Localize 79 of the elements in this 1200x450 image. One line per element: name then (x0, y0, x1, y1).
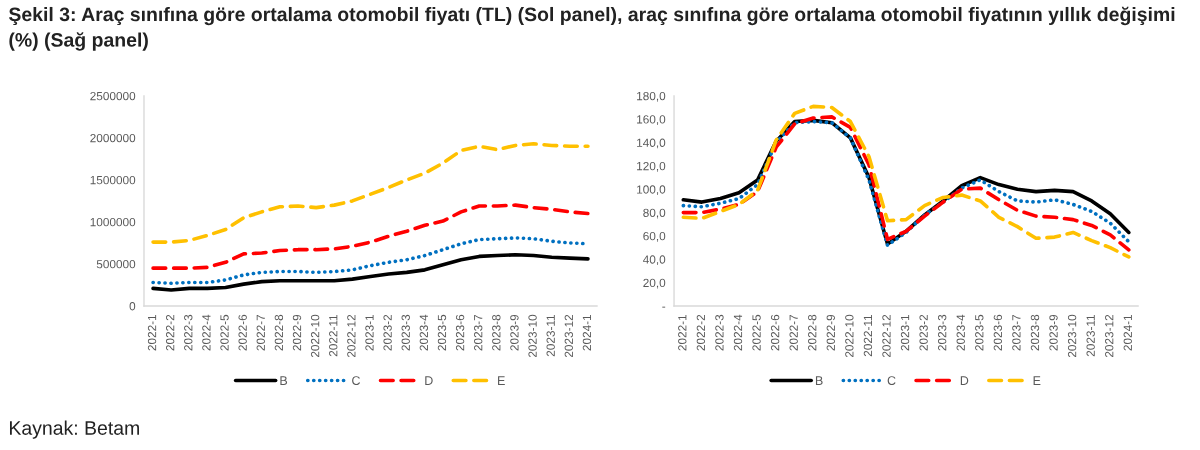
line-series (151, 252, 590, 292)
x-tick-label: 2022-11 (329, 314, 338, 357)
x-tick-label: 2022-12 (347, 314, 356, 358)
x-tick-label: 2022-10 (845, 314, 854, 358)
chart-title: Şekil 3: Araç sınıfına göre ortalama otomobil fiyatı (TL) (Sol panel), araç sınıfına göre ortalama otomobil fiyatının yıllık değişimi (%) (Sağ panel) (8, 6, 1175, 51)
x-tick-label: 2022-1 (678, 314, 687, 351)
x-tick-label: 2022-3 (715, 314, 724, 351)
y-tick-label: 0 (129, 302, 136, 311)
x-tick-label: 2022-12 (882, 314, 891, 358)
x-tick-label: 2023-6 (993, 314, 1003, 351)
legend-label: E (1033, 376, 1041, 385)
x-tick-label: 2022-5 (752, 314, 761, 351)
x-tick-label: 2023-1 (900, 314, 910, 351)
x-tick-label: 2023-5 (437, 314, 447, 351)
legend-label: B (815, 376, 823, 385)
legend-label: C (887, 376, 896, 386)
y-tick-label: 2500000 (90, 91, 136, 101)
x-tick-label: 2023-6 (455, 314, 465, 351)
x-tick-label: 2022-4 (202, 314, 211, 351)
x-tick-label: 2023-1 (365, 314, 374, 351)
x-tick-label: 2023-8 (1030, 314, 1040, 351)
x-tick-label: 2023-7 (474, 314, 483, 351)
y-tick-label: 20,0 (643, 278, 666, 289)
legend-label: C (352, 376, 361, 386)
y-tick-label: 160,0 (637, 115, 666, 125)
x-tick-label: 2023-12 (1105, 314, 1114, 358)
x-tick-label: 2023-12 (564, 314, 573, 358)
x-tick-label: 2022-6 (770, 314, 780, 351)
x-tick-label: 2022-7 (789, 314, 798, 351)
x-tick-label: 2023-3 (937, 314, 947, 351)
x-tick-label: 2022-11 (863, 314, 873, 357)
line-series (151, 203, 590, 270)
text: Kaynak: Betam (10, 420, 139, 439)
x-tick-label: 2022-1 (147, 314, 157, 351)
x-tick-label: 2022-10 (310, 314, 320, 358)
x-tick-label: 2022-7 (256, 314, 265, 351)
y-tick-label: 140,0 (637, 138, 666, 149)
x-tick-label: 2023-2 (919, 314, 928, 351)
x-tick-label: 2023-4 (419, 314, 429, 351)
x-tick-label: 2023-11 (546, 314, 555, 357)
x-tick-label: 2023-11 (1086, 314, 1095, 357)
x-tick-label: 2022-2 (696, 314, 706, 351)
x-tick-label: 2022-4 (733, 314, 743, 351)
x-tick-label: 2023-9 (510, 314, 519, 351)
y-tick-label: 2000000 (90, 133, 136, 143)
y-tick-label: 60,0 (643, 231, 666, 242)
x-tick-label: 2022-9 (826, 314, 835, 351)
x-tick-label: 2022-8 (808, 314, 817, 351)
x-tick-label: 2024-1 (582, 314, 592, 351)
y-tick-label: 120,0 (637, 161, 666, 172)
x-tick-label: 2023-10 (1067, 314, 1077, 358)
x-tick-label: 2022-6 (238, 314, 247, 351)
x-tick-label: 2022-9 (292, 314, 302, 351)
x-tick-label: 2023-7 (1012, 314, 1021, 351)
y-tick-label: 1500000 (90, 175, 136, 185)
x-tick-label: 2023-9 (1049, 314, 1058, 351)
y-tick-label: 40,0 (643, 255, 666, 266)
x-tick-label: 2022-5 (220, 314, 229, 351)
legend-label: D (425, 376, 433, 385)
legend-label: B (280, 376, 288, 385)
x-tick-label: 2022-2 (165, 314, 175, 351)
x-tick-label: 2023-2 (383, 314, 392, 351)
y-tick-label: 180,0 (637, 91, 666, 102)
x-tick-label: 2023-10 (528, 314, 537, 358)
legend-label: D (960, 376, 969, 385)
x-tick-label: 2024-1 (1123, 314, 1132, 351)
legend-label: E (498, 376, 505, 385)
x-tick-label: 2022-8 (274, 314, 284, 351)
x-tick-label: 2022-3 (184, 314, 193, 351)
x-tick-label: 2023-5 (975, 314, 984, 351)
y-tick-label: 80,0 (643, 208, 666, 219)
line-series (151, 141, 590, 244)
y-tick-label: - (662, 306, 666, 308)
x-tick-label: 2023-8 (492, 314, 501, 351)
x-tick-label: 2023-3 (401, 314, 410, 351)
y-tick-label: 1000000 (90, 217, 136, 227)
y-tick-label: 100,0 (637, 185, 666, 196)
x-tick-label: 2023-4 (956, 314, 965, 351)
y-tick-label: 500000 (96, 260, 136, 269)
